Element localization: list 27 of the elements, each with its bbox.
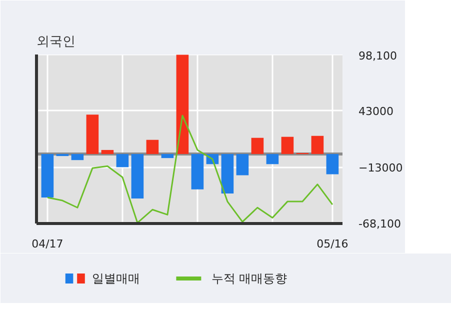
bar — [281, 136, 294, 154]
bar — [161, 154, 174, 158]
bar — [86, 114, 99, 154]
y-tick-label: 43000 — [358, 105, 394, 118]
x-tick-label: 04/17 — [32, 238, 64, 250]
legend-label: 일별매매 — [92, 272, 140, 286]
bar — [326, 154, 339, 174]
bar — [236, 154, 249, 176]
bar — [176, 54, 189, 154]
legend-label: 누적 매매동향 — [211, 272, 288, 286]
y-tick-label: 98,100 — [358, 49, 397, 62]
bar — [41, 154, 54, 198]
chart-title: 외국인 — [36, 34, 76, 50]
bar — [221, 154, 234, 194]
x-tick-label: 05/16 — [316, 238, 348, 250]
bar — [131, 154, 144, 199]
y-tick-label: -68,100 — [358, 217, 401, 230]
bar — [251, 138, 264, 154]
y-tick-label: −13000 — [358, 162, 403, 175]
bar — [101, 150, 114, 154]
bar — [71, 154, 84, 160]
bar — [266, 154, 279, 164]
bar — [191, 154, 204, 190]
line-series — [46, 114, 334, 224]
bar — [116, 154, 129, 168]
bar — [146, 140, 159, 154]
bar — [311, 136, 324, 154]
